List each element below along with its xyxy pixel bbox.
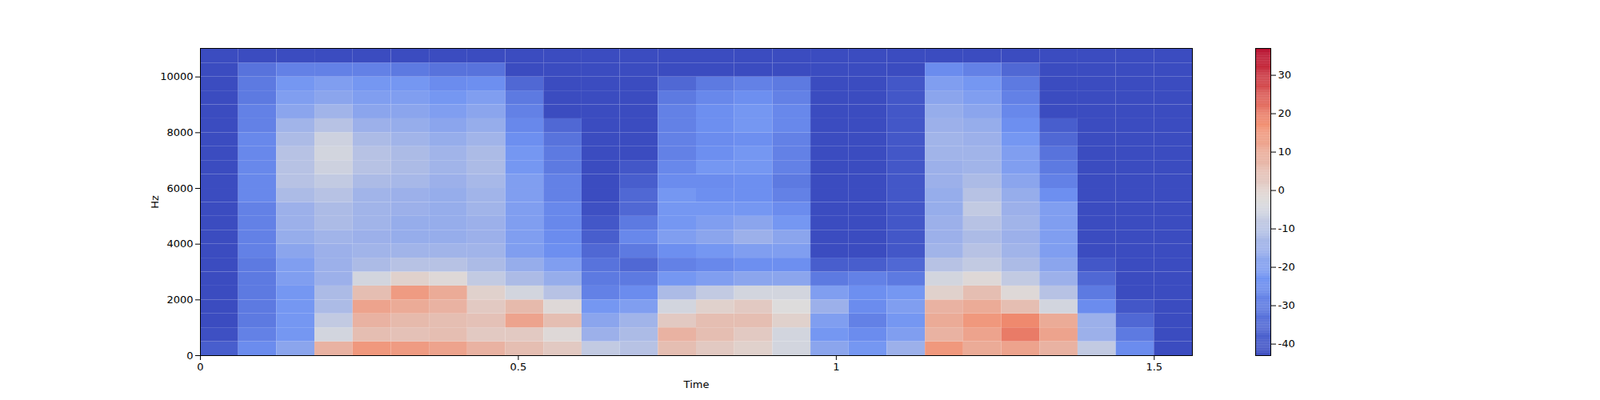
svg-text:10000: 10000 [160, 70, 193, 83]
svg-text:-30: -30 [1278, 299, 1296, 312]
svg-text:4000: 4000 [166, 237, 193, 250]
svg-text:10: 10 [1278, 145, 1292, 158]
svg-text:1: 1 [832, 360, 840, 373]
svg-text:2000: 2000 [166, 293, 193, 306]
svg-text:0.5: 0.5 [510, 360, 528, 373]
svg-text:0: 0 [186, 349, 193, 362]
svg-text:-40: -40 [1278, 337, 1296, 350]
svg-text:1.5: 1.5 [1145, 360, 1163, 373]
svg-text:6000: 6000 [166, 182, 193, 195]
svg-text:8000: 8000 [166, 126, 193, 139]
svg-text:-20: -20 [1278, 260, 1296, 273]
svg-text:-10: -10 [1278, 222, 1296, 235]
svg-text:30: 30 [1278, 68, 1292, 81]
svg-text:20: 20 [1278, 107, 1292, 120]
svg-text:0: 0 [1278, 184, 1285, 196]
svg-text:Hz: Hz [148, 195, 161, 209]
svg-text:Time: Time [683, 378, 710, 391]
svg-text:0: 0 [196, 360, 204, 373]
